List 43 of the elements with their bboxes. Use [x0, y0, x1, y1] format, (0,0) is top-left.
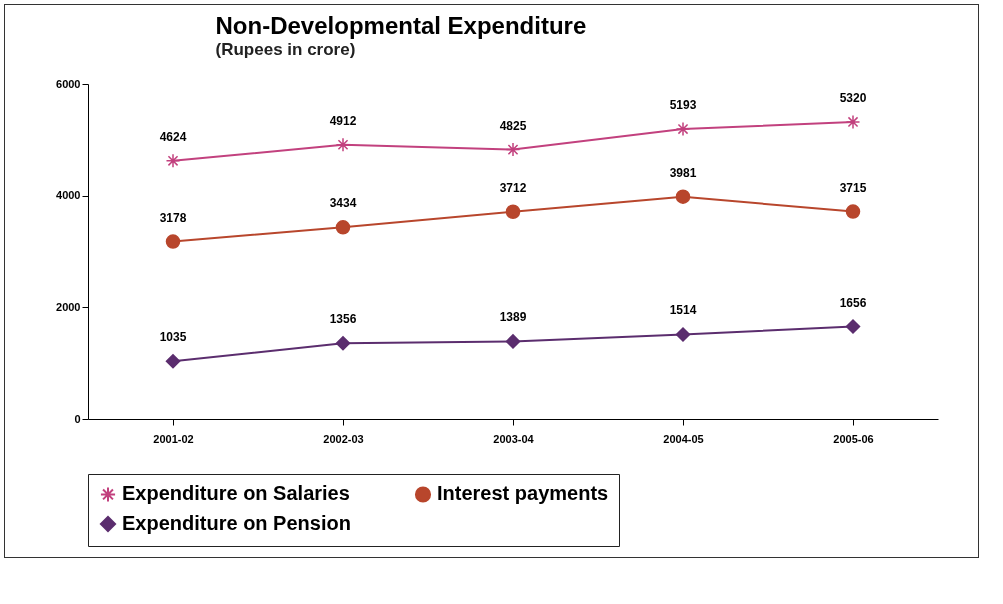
data-label: 3715: [839, 180, 867, 195]
chart-subtitle: (Rupees in crore): [215, 40, 356, 59]
y-tick-label: 4000: [56, 189, 81, 202]
point: [675, 327, 691, 342]
data-label: 4825: [499, 118, 527, 133]
legend-label: Interest payments: [437, 482, 609, 505]
point: [505, 142, 521, 157]
data-label: 5193: [669, 98, 697, 113]
point: [165, 153, 181, 169]
data-label: 4624: [159, 129, 187, 144]
data-label: 1514: [669, 303, 697, 318]
point: [845, 319, 861, 334]
legend-label: Expenditure on Pension: [122, 512, 351, 534]
data-label: 1356: [329, 312, 357, 327]
data-label: 1389: [499, 310, 527, 325]
point: [165, 353, 181, 369]
data-label: 1656: [839, 295, 867, 310]
data-label: 5320: [839, 90, 867, 105]
data-label: 4912: [329, 113, 357, 128]
x-tick-label: 2005-06: [833, 432, 874, 445]
legend-label: Expenditure on Salaries: [122, 482, 350, 505]
y-tick-label: 6000: [56, 77, 81, 90]
data-label: 3178: [159, 210, 187, 225]
point: [165, 234, 181, 249]
point: [845, 204, 861, 219]
point: [505, 204, 521, 219]
data-label: 3434: [329, 196, 357, 211]
x-tick-label: 2003-04: [493, 432, 535, 445]
point: [335, 220, 351, 235]
point: [675, 189, 691, 204]
y-tick-label: 2000: [56, 300, 81, 313]
point: [335, 336, 351, 351]
y-tick-label: 0: [74, 412, 81, 425]
point: [845, 114, 861, 130]
x-tick-label: 2004-05: [663, 432, 704, 445]
x-tick-label: 2001-02: [153, 432, 194, 445]
point: [675, 121, 691, 137]
data-label: 3712: [499, 180, 527, 195]
data-label: 1035: [159, 330, 187, 345]
chart-title: Non-Developmental Expenditure: [215, 12, 587, 39]
point: [505, 334, 521, 349]
data-label: 3981: [669, 165, 697, 180]
x-tick-label: 2002-03: [323, 432, 364, 445]
